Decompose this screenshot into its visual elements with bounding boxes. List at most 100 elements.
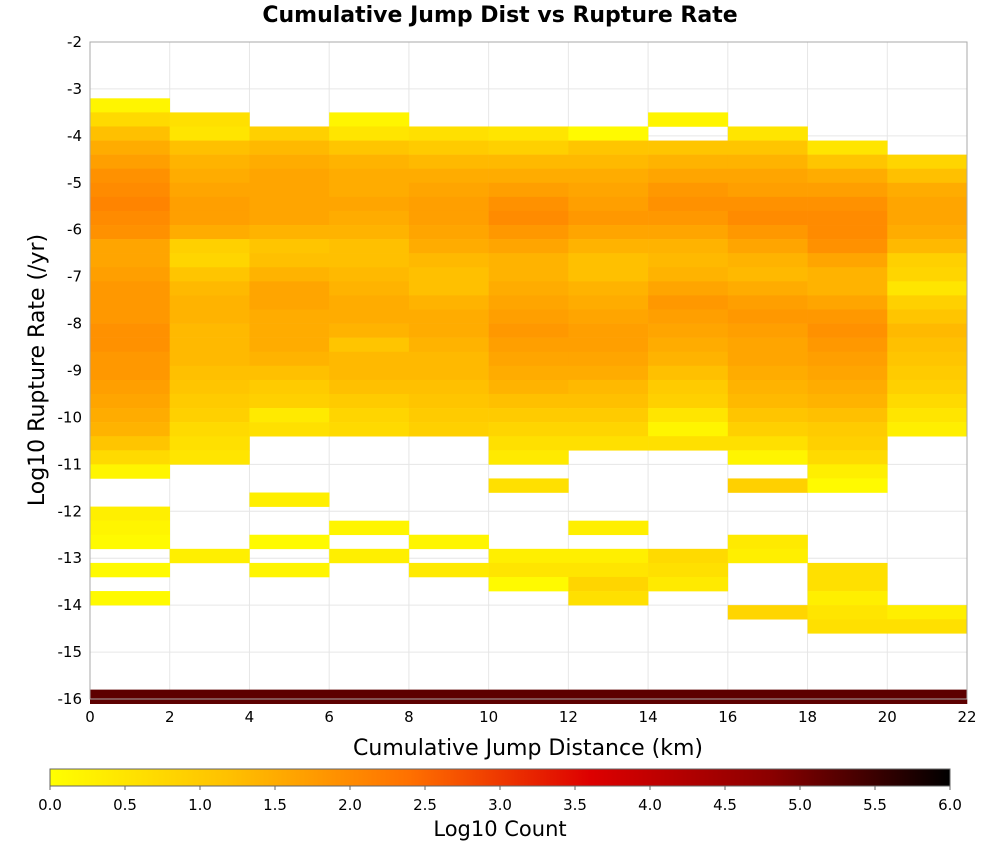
heatmap-cell: [807, 365, 888, 381]
heatmap-cell: [727, 365, 808, 381]
heatmap-cell: [887, 337, 968, 353]
heatmap-cell: [648, 295, 729, 310]
heatmap-cell: [648, 337, 729, 353]
heatmap-cell: [90, 112, 171, 127]
heatmap-cell: [648, 351, 729, 367]
heatmap-cell: [329, 520, 410, 536]
heatmap-cell: [329, 365, 410, 381]
heatmap-cell: [90, 408, 171, 423]
heatmap-cell: [568, 196, 649, 212]
heatmap-cell: [249, 225, 330, 240]
x-tick-label: 10: [479, 708, 498, 726]
heatmap-cell: [648, 548, 729, 564]
heatmap-cell: [90, 689, 968, 704]
heatmap-cell: [648, 225, 729, 240]
heatmap-cell: [648, 182, 729, 198]
heatmap-cell: [648, 210, 729, 226]
heatmap-cell: [90, 436, 171, 451]
heatmap-cell: [169, 450, 250, 465]
heatmap-cell: [90, 225, 171, 240]
heatmap-cell: [568, 365, 649, 381]
heatmap-cell: [807, 253, 888, 268]
x-tick-label: 20: [878, 708, 897, 726]
heatmap-cell: [887, 168, 968, 184]
heatmap-cell: [249, 393, 330, 409]
heatmap-cell: [408, 210, 489, 226]
heatmap-cell: [408, 534, 489, 550]
colorbar-tick-label: 0.0: [38, 796, 62, 814]
heatmap-cell: [329, 281, 410, 296]
y-axis-ticks: -2 -3 -4 -5 -6 -7 -8 -9 -10 -11 -12 -13 -14 -15 -16: [58, 33, 83, 708]
heatmap-cell: [408, 154, 489, 170]
heatmap-cell: [807, 309, 888, 324]
heatmap-cell: [887, 408, 968, 423]
heatmap-cell: [887, 393, 968, 409]
y-axis-label: Log10 Rupture Rate (/yr): [25, 234, 50, 506]
heatmap-cell: [807, 450, 888, 465]
heatmap-cell: [727, 422, 808, 437]
heatmap-cell: [249, 422, 330, 437]
y-tick-label: -9: [67, 362, 82, 380]
heatmap-cell: [807, 436, 888, 451]
heatmap-cell: [329, 253, 410, 268]
heatmap-cell: [807, 295, 888, 310]
heatmap-cell: [488, 309, 569, 324]
heatmap-cell: [488, 351, 569, 367]
heatmap-cell: [727, 408, 808, 423]
heatmap-cell: [408, 239, 489, 254]
heatmap-cell: [807, 619, 888, 634]
y-tick-label: -14: [58, 596, 83, 614]
heatmap-cell: [488, 422, 569, 437]
heatmap-cell: [249, 140, 330, 155]
heatmap-cell: [169, 196, 250, 212]
heatmap-cell: [648, 239, 729, 254]
heatmap-cell: [249, 210, 330, 226]
heatmap-cell: [488, 295, 569, 310]
heatmap-cell: [169, 267, 250, 282]
heatmap-cell: [488, 239, 569, 254]
heatmap-cell: [887, 605, 968, 620]
heatmap-cell: [408, 281, 489, 296]
heatmap-cell: [727, 140, 808, 155]
heatmap-cell: [169, 365, 250, 381]
heatmap-cell: [807, 393, 888, 409]
heatmap-cell: [249, 295, 330, 310]
heatmap-cell: [807, 591, 888, 606]
heatmap-cell: [408, 267, 489, 282]
x-tick-label: 0: [85, 708, 95, 726]
heatmap-cell: [249, 562, 330, 578]
y-tick-label: -11: [58, 455, 83, 473]
heatmap-cell: [169, 309, 250, 324]
heatmap-cell: [90, 295, 171, 310]
heatmap-cell: [408, 309, 489, 324]
colorbar-tick-label: 0.5: [113, 796, 137, 814]
heatmap-cell: [568, 267, 649, 282]
heatmap-cell: [807, 576, 888, 592]
heatmap-cell: [727, 534, 808, 550]
heatmap-cell: [90, 422, 171, 437]
colorbar: [49, 768, 951, 787]
heatmap-cell: [408, 337, 489, 353]
heatmap-cell: [488, 337, 569, 353]
heatmap-cell: [488, 267, 569, 282]
heatmap-cell: [90, 534, 171, 550]
heatmap-cell: [408, 365, 489, 381]
heatmap-cell: [568, 225, 649, 240]
heatmap-cell: [329, 422, 410, 437]
y-tick-label: -16: [58, 690, 83, 708]
heatmap-cell: [648, 154, 729, 170]
heatmap-cell: [169, 126, 250, 141]
heatmap-cell: [90, 168, 171, 184]
heatmap-cell: [408, 140, 489, 155]
heatmap-cell: [169, 112, 250, 127]
heatmap-cell: [90, 520, 171, 536]
heatmap-cell: [727, 168, 808, 184]
heatmap-cell: [408, 295, 489, 310]
heatmap-cell: [488, 182, 569, 198]
y-tick-label: -8: [67, 315, 82, 333]
heatmap-cell: [90, 309, 171, 324]
heatmap-cell: [329, 379, 410, 395]
x-tick-label: 2: [165, 708, 175, 726]
x-tick-label: 4: [245, 708, 255, 726]
heatmap-cell: [727, 436, 808, 451]
